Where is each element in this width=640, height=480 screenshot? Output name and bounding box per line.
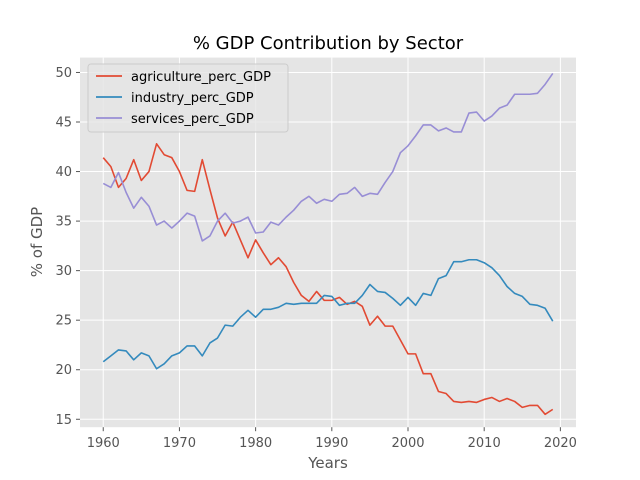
x-tick-label: 2020 [544, 436, 577, 451]
x-tick-label: 1960 [87, 436, 120, 451]
legend-label: services_perc_GDP [131, 112, 254, 127]
series-line-industry-perc-gdp [102, 258, 554, 370]
y-tick-label: 35 [55, 215, 72, 230]
x-tick-label: 1980 [239, 436, 272, 451]
y-tick-label: 30 [55, 264, 72, 279]
legend-box [87, 63, 289, 133]
series-line-services-perc-gdp [102, 72, 554, 242]
y-tick-label: 25 [55, 314, 72, 329]
series-line-agriculture-perc-gdp [102, 143, 554, 416]
legend-label: industry_perc_GDP [131, 91, 254, 106]
y-axis-ticks: 15 20 25 30 35 40 45 50 [55, 66, 80, 428]
y-tick-label: 45 [55, 116, 72, 131]
x-axis-label: Years [307, 454, 348, 472]
legend-label: agriculture_perc_GDP [131, 70, 271, 85]
chart-title: % GDP Contribution by Sector [193, 33, 464, 54]
y-tick-label: 50 [55, 66, 72, 81]
grid-lines [80, 57, 576, 428]
x-tick-label: 1970 [163, 436, 196, 451]
x-tick-label: 2000 [391, 436, 424, 451]
legend: agriculture_perc_GDP industry_perc_GDPser… [87, 63, 289, 133]
x-tick-label: 1990 [315, 436, 348, 451]
x-axis-ticks: 1960 1970 1980 1990 2000 2010 2020 [87, 427, 577, 451]
y-tick-label: 40 [55, 165, 72, 180]
series-lines [102, 72, 554, 416]
y-axis-label: % of GDP [28, 207, 46, 277]
y-tick-label: 15 [55, 413, 72, 428]
x-tick-label: 2010 [468, 436, 501, 451]
y-tick-label: 20 [55, 363, 72, 378]
